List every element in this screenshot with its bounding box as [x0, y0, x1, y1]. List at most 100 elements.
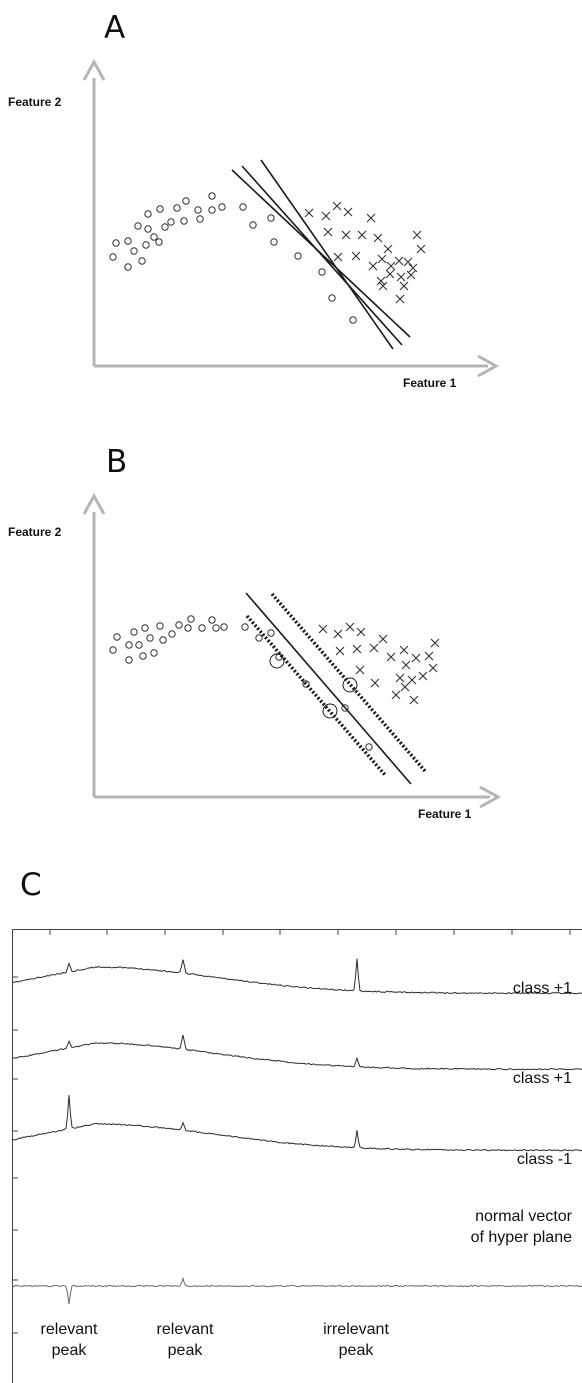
data-point-circle: [182, 197, 190, 205]
peak-label-relevant-2: relevant peak: [125, 1319, 245, 1361]
panel-c: C class +1 class +1 class -1 normal vect…: [0, 855, 582, 1383]
peak-label-line: irrelevant: [323, 1321, 389, 1338]
data-point-circle: [318, 268, 326, 276]
panel-b-class-minus-points: [109, 615, 373, 751]
data-point-circle: [173, 204, 181, 212]
normal-vector-label-line-2: of hyper plane: [470, 1229, 572, 1246]
data-point-circle: [135, 641, 143, 649]
data-point-cross: [386, 652, 396, 662]
data-point-circle: [220, 623, 228, 631]
data-point-cross: [408, 263, 418, 273]
data-point-circle: [125, 641, 133, 649]
data-point-circle: [239, 203, 247, 211]
data-point-cross: [323, 227, 333, 237]
data-point-circle: [125, 656, 133, 664]
data-point-cross: [335, 646, 345, 656]
panel-a-separating-lines: [231, 159, 411, 350]
data-point-circle: [156, 622, 164, 630]
data-point-circle: [208, 616, 216, 624]
data-point-cross: [385, 269, 395, 279]
data-point-circle: [138, 257, 146, 265]
data-point-cross: [395, 294, 405, 304]
data-point-circle: [255, 634, 263, 642]
data-point-cross: [391, 690, 401, 700]
data-point-cross: [355, 665, 365, 675]
panel-b-y-axis-label: Feature 2: [8, 525, 62, 539]
data-point-cross: [352, 644, 362, 654]
data-point-cross: [394, 256, 404, 266]
peak-label-line: relevant: [156, 1321, 214, 1338]
data-point-cross: [403, 257, 413, 267]
data-point-cross: [409, 695, 419, 705]
data-point-circle: [180, 217, 188, 225]
panel-a-class-plus-points: [304, 201, 426, 304]
data-point-circle: [167, 218, 175, 226]
data-point-circle: [112, 239, 120, 247]
data-point-circle: [267, 629, 275, 637]
data-point-circle: [124, 263, 132, 271]
peak-label-line: peak: [167, 1342, 203, 1359]
trace-label-class-minus-1: class -1: [516, 1151, 572, 1168]
data-point-circle: [150, 233, 158, 241]
data-point-circle: [141, 624, 149, 632]
data-point-cross: [399, 645, 409, 655]
data-point-cross: [318, 624, 328, 634]
panel-a-axes: [82, 58, 500, 378]
data-point-circle: [139, 652, 147, 660]
data-point-circle: [109, 253, 117, 261]
data-point-cross: [304, 208, 314, 218]
data-point-cross: [412, 230, 422, 240]
data-point-circle: [270, 238, 278, 246]
data-point-cross: [395, 673, 405, 683]
data-point-cross: [370, 678, 380, 688]
data-point-cross: [378, 634, 388, 644]
data-point-circle: [134, 222, 142, 230]
spectrum-trace: [11, 1095, 582, 1152]
data-point-circle: [241, 623, 249, 631]
data-point-cross: [406, 270, 416, 280]
data-point-cross: [386, 261, 396, 271]
data-point-circle: [159, 636, 167, 644]
data-point-circle: [130, 247, 138, 255]
panel-b-class-plus-points: [318, 622, 440, 705]
data-point-circle: [341, 704, 349, 712]
trace-label-class-plus-1-b: class +1: [512, 1070, 572, 1087]
panel-c-traces: [11, 958, 582, 1305]
panel-c-ticks: [12, 929, 571, 1334]
panel-a-plot: [82, 58, 500, 378]
panel-c-letter: C: [20, 867, 42, 903]
data-point-cross: [411, 653, 421, 663]
data-point-circle: [187, 615, 195, 623]
data-point-cross: [356, 627, 366, 637]
data-point-cross: [430, 638, 440, 648]
data-point-circle: [150, 649, 158, 657]
panel-b-support-vectors: [269, 653, 358, 719]
support-vector: [269, 653, 285, 669]
panel-b-x-axis-label: Feature 1: [418, 807, 472, 821]
data-point-cross: [321, 211, 331, 221]
data-point-cross: [368, 261, 378, 271]
peak-label-line: peak: [51, 1342, 87, 1359]
data-point-circle: [212, 624, 220, 632]
panel-c-spectra-plot: [11, 929, 582, 1383]
spectrum-trace: [11, 1034, 582, 1071]
data-point-circle: [349, 316, 357, 324]
data-point-circle: [198, 624, 206, 632]
data-point-cross: [376, 276, 386, 286]
spectrum-trace: [11, 958, 582, 995]
data-point-cross: [407, 675, 417, 685]
data-point-cross: [343, 207, 353, 217]
data-point-cross: [351, 251, 361, 261]
panel-a: A Feature 2 Feature 1: [0, 0, 582, 420]
peak-label-relevant-1: relevant peak: [9, 1319, 129, 1361]
data-point-cross: [366, 213, 376, 223]
data-point-circle: [175, 621, 183, 629]
data-point-circle: [294, 252, 302, 260]
data-point-circle: [208, 192, 216, 200]
data-point-cross: [341, 230, 351, 240]
svm-margin-upper: [270, 592, 427, 773]
normal-vector-trace: [11, 1276, 582, 1305]
data-point-circle: [208, 206, 216, 214]
peak-label-irrelevant: irrelevant peak: [296, 1319, 416, 1361]
panel-b: B Feature 2 Feature 1: [0, 430, 582, 840]
